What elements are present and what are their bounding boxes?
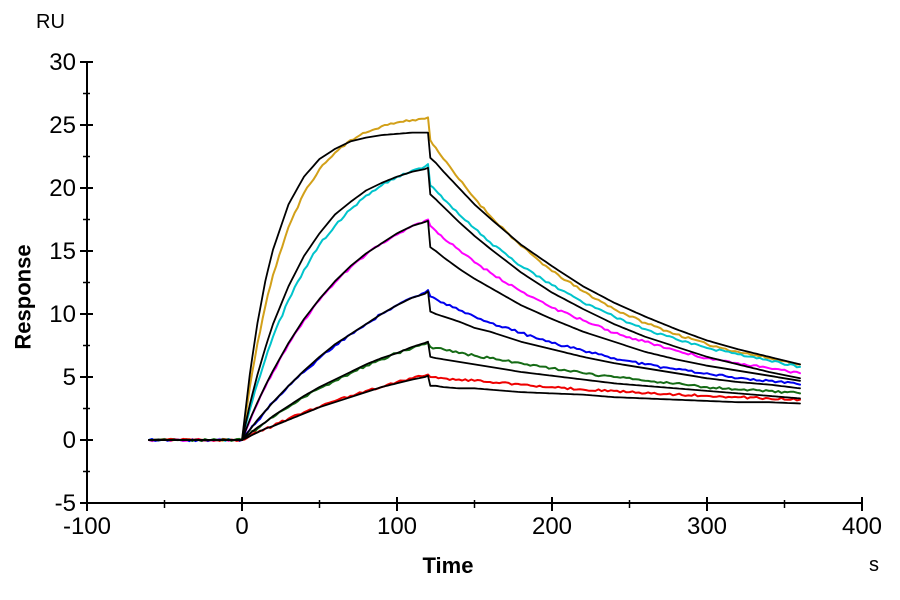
x-axis-title: Time — [422, 553, 474, 578]
x-tick-labels: -100 0 100 200 300 400 — [63, 513, 882, 540]
x-tick-label: -100 — [63, 513, 111, 540]
x-tick-label: 300 — [687, 513, 727, 540]
x-tick-label: 200 — [532, 513, 572, 540]
y-tick-label: 15 — [49, 238, 76, 265]
series-trace-5-fit — [148, 340, 801, 441]
series-trace-2-data — [148, 163, 801, 442]
y-tick-label: 5 — [63, 364, 76, 391]
series-trace-3-fit — [148, 219, 801, 441]
series-trace-1-fit — [148, 131, 801, 441]
y-tick-labels: -5 0 5 10 15 20 25 30 — [49, 49, 76, 517]
x-tick-label: 100 — [377, 513, 417, 540]
series-curves — [148, 116, 801, 443]
y-tick-label: 10 — [49, 301, 76, 328]
y-tick-label: -5 — [55, 490, 76, 517]
y-axis-title: Response — [10, 244, 36, 350]
y-tick-label: 30 — [49, 49, 76, 76]
x-tick-label: 0 — [235, 513, 248, 540]
y-tick-label: 20 — [49, 175, 76, 202]
x-tick-label: 400 — [842, 513, 882, 540]
x-axis-unit-label: s — [869, 554, 879, 576]
series-trace-2-fit — [148, 166, 801, 441]
y-tick-label: 25 — [49, 112, 76, 139]
series-trace-1-data — [148, 116, 801, 442]
series-trace-6-fit — [148, 374, 801, 441]
y-axis-unit-label: RU — [36, 11, 65, 33]
axes — [80, 61, 863, 511]
series-trace-4-fit — [148, 290, 801, 441]
y-tick-label: 0 — [63, 427, 76, 454]
